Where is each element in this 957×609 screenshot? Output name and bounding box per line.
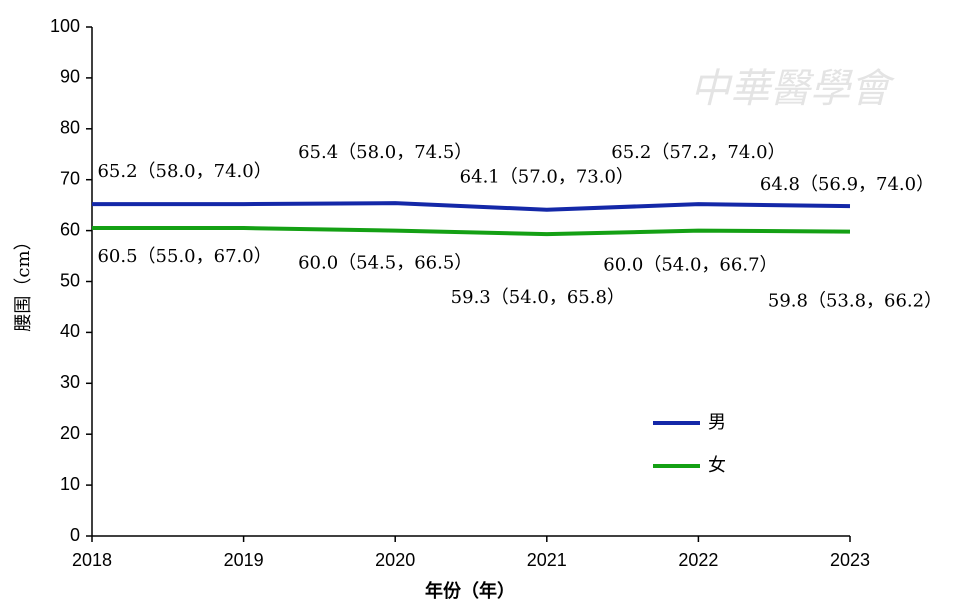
y-tick-label: 80 (60, 118, 80, 138)
y-tick-label: 10 (60, 474, 80, 494)
data-label: 59.8（53.8，66.2） (768, 291, 942, 312)
data-label: 59.3（54.0，65.8） (451, 287, 625, 308)
y-tick-label: 20 (60, 423, 80, 443)
data-label: 60.5（55.0，67.0） (97, 246, 271, 267)
x-tick-label: 2021 (527, 550, 567, 570)
x-tick-label: 2022 (678, 550, 718, 570)
y-tick-label: 90 (60, 67, 80, 87)
y-tick-label: 0 (70, 525, 80, 545)
x-tick-label: 2023 (830, 550, 870, 570)
y-tick-label: 30 (60, 372, 80, 392)
data-label: 65.2（57.2，74.0） (611, 142, 785, 163)
data-label: 65.2（58.0，74.0） (97, 161, 271, 182)
y-tick-label: 60 (60, 219, 80, 239)
y-tick-label: 50 (60, 270, 80, 290)
x-tick-label: 2019 (224, 550, 264, 570)
y-tick-label: 40 (60, 321, 80, 341)
x-tick-label: 2020 (375, 550, 415, 570)
data-label: 64.8（56.9，74.0） (760, 174, 934, 195)
x-tick-label: 2018 (72, 550, 112, 570)
series-line (92, 226, 851, 237)
data-label: 60.0（54.5，66.5） (298, 253, 472, 274)
y-tick-label: 100 (50, 16, 80, 36)
y-tick-label: 70 (60, 168, 80, 188)
data-label: 60.0（54.0，66.7） (603, 255, 777, 276)
y-axis-title: 腰围（cm） (13, 232, 34, 331)
data-label: 64.1（57.0，73.0） (460, 167, 634, 188)
data-label: 65.4（58.0，74.5） (298, 142, 472, 163)
legend-label: 女 (708, 455, 726, 476)
legend-label: 男 (708, 412, 726, 433)
series-line (92, 201, 851, 212)
x-axis-title: 年份（年） (425, 580, 515, 602)
watermark: 中華醫學會 (690, 66, 895, 112)
